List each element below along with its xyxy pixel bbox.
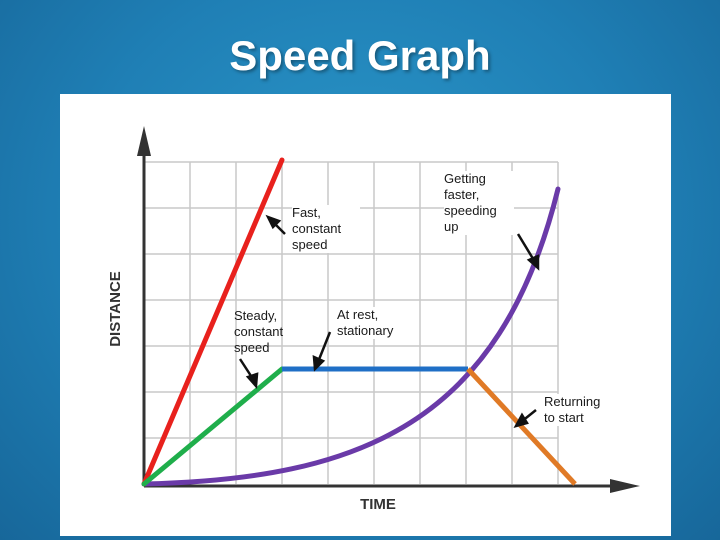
returning-line	[466, 367, 577, 486]
fast-constant-line	[141, 157, 285, 487]
returning-label: Returning to start	[544, 394, 616, 426]
x-axis-label: TIME	[360, 496, 396, 513]
steady-constant-line	[141, 366, 285, 487]
rest-pointer-arrow-icon	[316, 331, 332, 363]
speeding-up-label: Getting faster, speeding up	[444, 171, 514, 235]
at-rest-label: At rest, stationary	[337, 307, 417, 339]
x-axis-arrow-icon	[610, 479, 640, 493]
slide-title: Speed Graph	[229, 32, 491, 79]
steady-speed-label: Steady, constant speed	[234, 308, 284, 355]
speeding-up-curve	[141, 186, 561, 487]
y-axis-arrow-icon	[137, 126, 151, 156]
fast-speed-label: Fast, constant speed	[292, 205, 360, 253]
axes	[137, 126, 640, 493]
graph-panel: TIME DISTANCE Fast, constant speed Stead…	[60, 94, 671, 536]
speed-graph: TIME DISTANCE	[107, 126, 640, 513]
y-axis-label: DISTANCE	[107, 271, 124, 347]
